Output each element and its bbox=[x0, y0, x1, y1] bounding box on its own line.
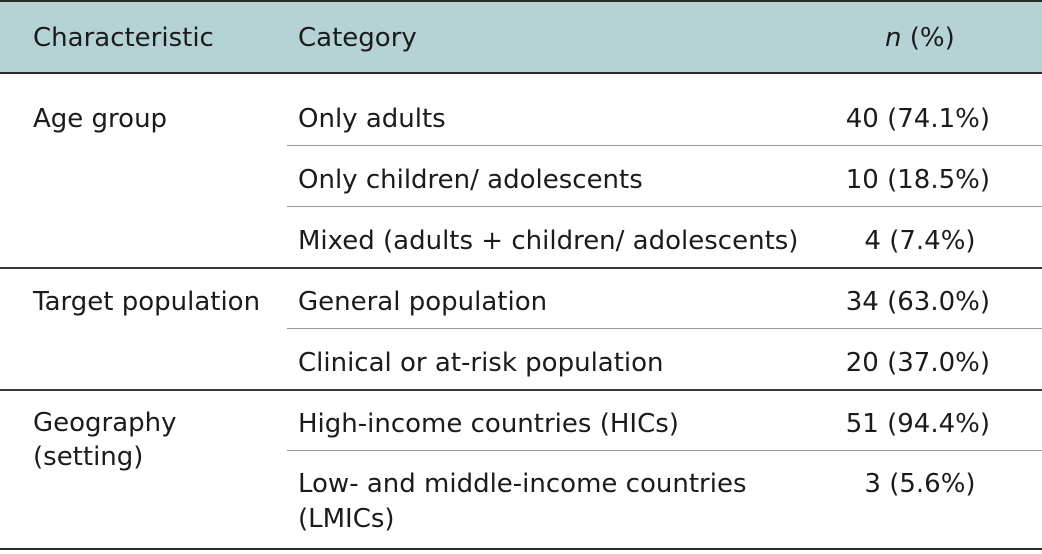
header-percent: (%) bbox=[901, 23, 955, 53]
category-only-adults: Only adults bbox=[298, 104, 446, 134]
category-lmics-line1: Low- and middle-income countries bbox=[298, 469, 747, 499]
header-category: Category bbox=[298, 23, 417, 53]
row-divider bbox=[287, 328, 1042, 329]
category-mixed: Mixed (adults + children/ adolescents) bbox=[298, 226, 799, 256]
row-divider bbox=[287, 206, 1042, 207]
header-n-percent: n (%) bbox=[885, 21, 955, 55]
section-divider bbox=[0, 267, 1042, 269]
row-label-geography-setting: (setting) bbox=[33, 442, 144, 472]
value-general-population: 34 (63.0%) bbox=[845, 287, 990, 317]
section-divider bbox=[0, 389, 1042, 391]
value-hics: 51 (94.4%) bbox=[845, 409, 990, 439]
row-label-age-group: Age group bbox=[33, 104, 168, 134]
category-lmics-line2: (LMICs) bbox=[298, 504, 395, 534]
row-divider bbox=[287, 450, 1042, 451]
row-divider bbox=[287, 145, 1042, 146]
category-hics: High-income countries (HICs) bbox=[298, 409, 679, 439]
value-lmics: 3 (5.6%) bbox=[864, 469, 976, 499]
value-mixed: 4 (7.4%) bbox=[864, 226, 976, 256]
header-n: n bbox=[885, 23, 902, 53]
row-label-geography: Geography bbox=[33, 408, 177, 438]
value-only-children: 10 (18.5%) bbox=[845, 165, 990, 195]
category-general-population: General population bbox=[298, 287, 548, 317]
table-bottom-border bbox=[0, 548, 1042, 550]
category-clinical-population: Clinical or at-risk population bbox=[298, 348, 664, 378]
table-header: Characteristic Category n (%) bbox=[0, 0, 1042, 74]
header-characteristic: Characteristic bbox=[33, 23, 214, 53]
row-label-target-population: Target population bbox=[33, 287, 261, 317]
category-only-children: Only children/ adolescents bbox=[298, 165, 643, 195]
value-clinical-population: 20 (37.0%) bbox=[845, 348, 990, 378]
value-only-adults: 40 (74.1%) bbox=[845, 104, 990, 134]
